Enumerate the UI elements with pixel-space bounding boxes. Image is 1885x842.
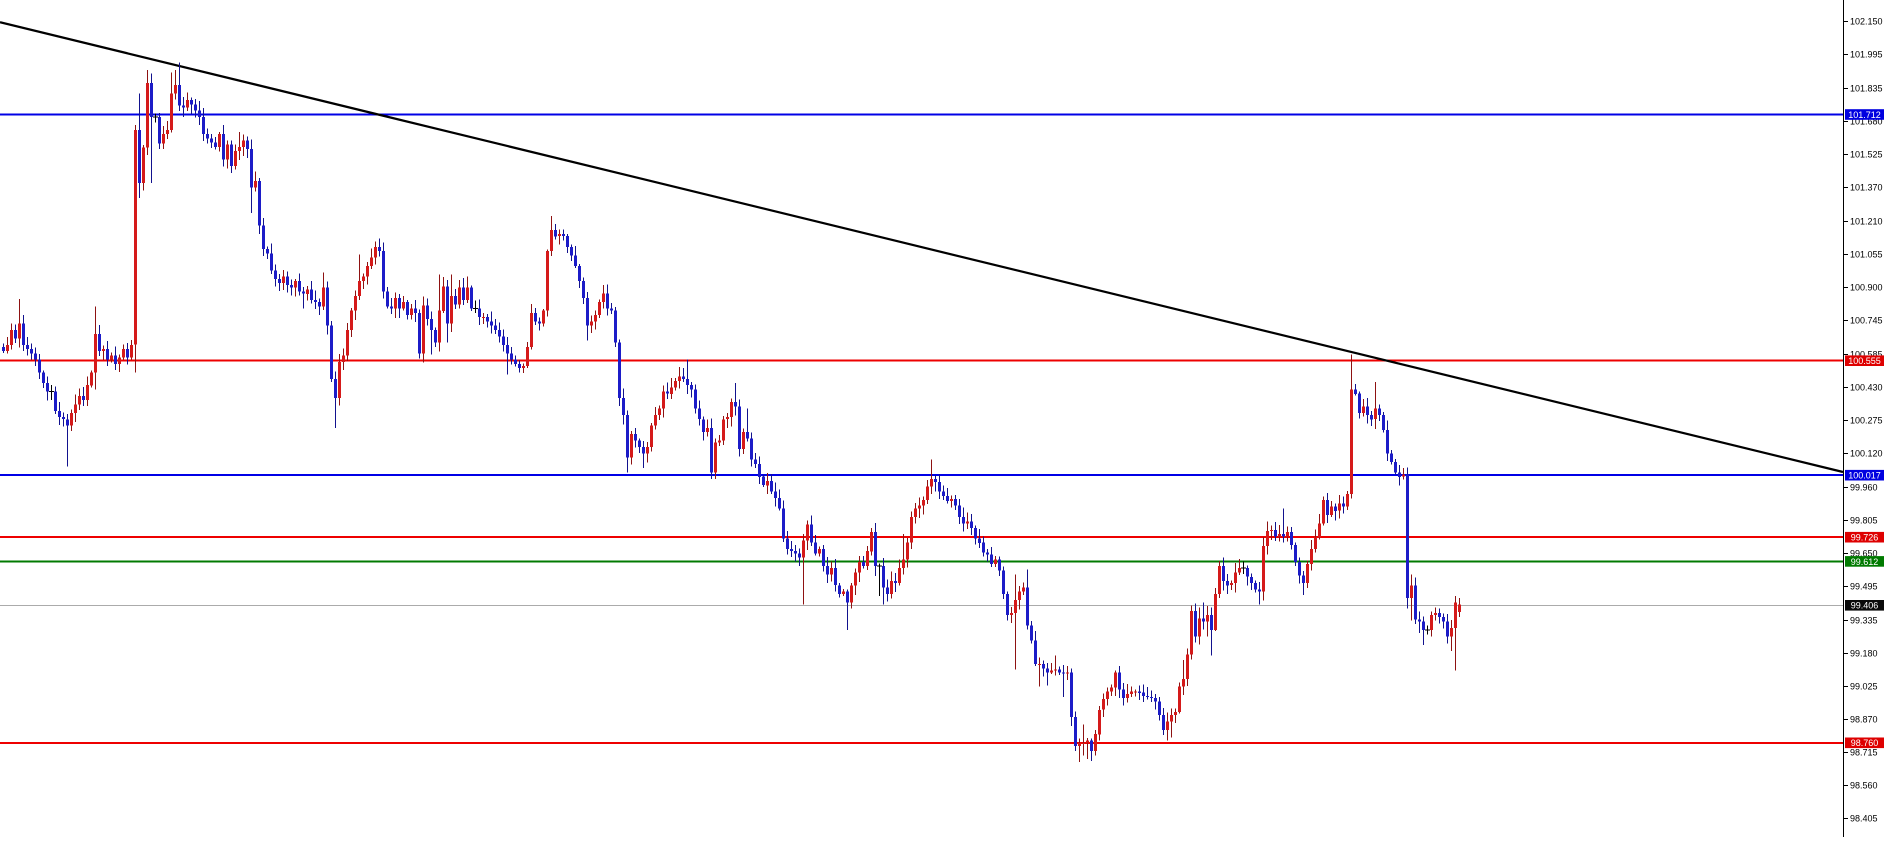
- svg-text:99.025: 99.025: [1850, 682, 1878, 692]
- svg-text:100.555: 100.555: [1848, 356, 1881, 366]
- svg-text:99.960: 99.960: [1850, 483, 1878, 493]
- svg-text:100.120: 100.120: [1850, 449, 1883, 459]
- svg-text:100.585: 100.585: [1850, 350, 1883, 360]
- svg-text:99.335: 99.335: [1850, 616, 1878, 626]
- svg-text:98.715: 98.715: [1850, 748, 1878, 758]
- svg-text:100.745: 100.745: [1850, 316, 1883, 326]
- svg-text:101.055: 101.055: [1850, 250, 1883, 260]
- svg-text:101.370: 101.370: [1850, 183, 1883, 193]
- svg-text:99.726: 99.726: [1851, 533, 1879, 543]
- svg-text:99.612: 99.612: [1851, 557, 1879, 567]
- svg-text:101.835: 101.835: [1850, 84, 1883, 94]
- svg-text:100.430: 100.430: [1850, 383, 1883, 393]
- svg-text:98.760: 98.760: [1851, 738, 1879, 748]
- svg-text:100.900: 100.900: [1850, 283, 1883, 293]
- svg-text:99.406: 99.406: [1851, 601, 1879, 611]
- svg-text:101.712: 101.712: [1848, 110, 1881, 120]
- svg-text:99.650: 99.650: [1850, 549, 1878, 559]
- svg-text:101.680: 101.680: [1850, 117, 1883, 127]
- svg-text:98.405: 98.405: [1850, 814, 1878, 824]
- svg-text:99.495: 99.495: [1850, 582, 1878, 592]
- svg-text:99.805: 99.805: [1850, 516, 1878, 526]
- svg-text:101.525: 101.525: [1850, 150, 1883, 160]
- svg-text:102.150: 102.150: [1850, 17, 1883, 27]
- svg-text:98.560: 98.560: [1850, 781, 1878, 791]
- svg-text:99.180: 99.180: [1850, 649, 1878, 659]
- svg-text:101.995: 101.995: [1850, 50, 1883, 60]
- svg-text:98.870: 98.870: [1850, 715, 1878, 725]
- svg-text:101.210: 101.210: [1850, 217, 1883, 227]
- svg-text:100.017: 100.017: [1848, 471, 1881, 481]
- svg-text:100.275: 100.275: [1850, 416, 1883, 426]
